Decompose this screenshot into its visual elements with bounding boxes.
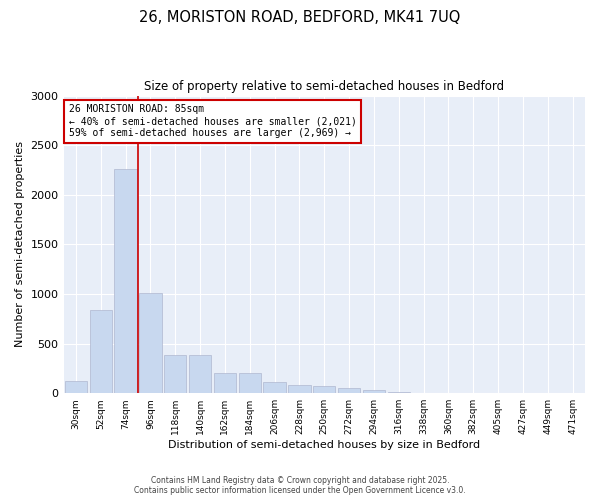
X-axis label: Distribution of semi-detached houses by size in Bedford: Distribution of semi-detached houses by … <box>168 440 481 450</box>
Text: Contains HM Land Registry data © Crown copyright and database right 2025.
Contai: Contains HM Land Registry data © Crown c… <box>134 476 466 495</box>
Bar <box>239 374 261 393</box>
Text: 26, MORISTON ROAD, BEDFORD, MK41 7UQ: 26, MORISTON ROAD, BEDFORD, MK41 7UQ <box>139 10 461 25</box>
Bar <box>115 169 137 393</box>
Bar <box>65 382 87 393</box>
Text: 26 MORISTON ROAD: 85sqm
← 40% of semi-detached houses are smaller (2,021)
59% of: 26 MORISTON ROAD: 85sqm ← 40% of semi-de… <box>69 104 356 138</box>
Bar <box>363 390 385 393</box>
Title: Size of property relative to semi-detached houses in Bedford: Size of property relative to semi-detach… <box>144 80 505 93</box>
Bar <box>313 386 335 393</box>
Y-axis label: Number of semi-detached properties: Number of semi-detached properties <box>15 142 25 348</box>
Bar <box>214 374 236 393</box>
Bar <box>263 382 286 393</box>
Bar <box>139 293 161 393</box>
Bar <box>164 354 187 393</box>
Bar <box>338 388 360 393</box>
Bar <box>288 386 311 393</box>
Bar <box>189 354 211 393</box>
Bar <box>89 310 112 393</box>
Bar <box>388 392 410 393</box>
